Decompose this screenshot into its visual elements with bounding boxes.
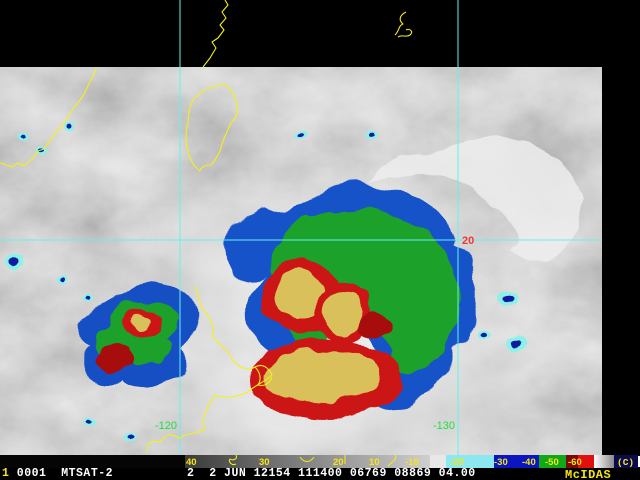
svg-text:-60: -60	[568, 457, 582, 468]
svg-text:20: 20	[462, 235, 474, 247]
svg-text:(C): (C)	[617, 457, 634, 468]
svg-text:-40: -40	[522, 457, 536, 468]
svg-text:-50: -50	[545, 457, 559, 468]
svg-text:-30: -30	[494, 457, 508, 468]
svg-text:-130: -130	[433, 420, 455, 432]
svg-text:-120: -120	[155, 420, 177, 432]
